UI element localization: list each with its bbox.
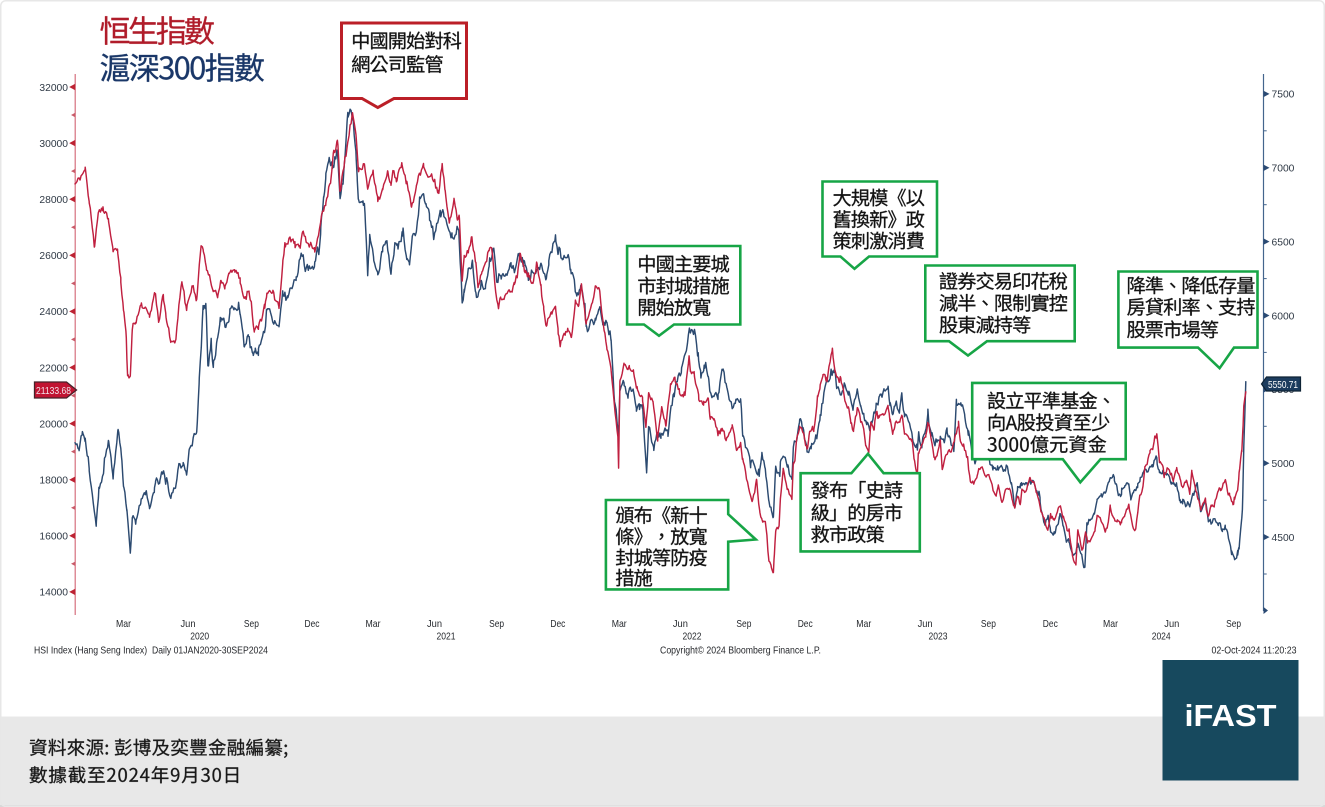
svg-text:Jun: Jun — [427, 619, 442, 630]
svg-text:2023: 2023 — [929, 632, 948, 643]
svg-text:4500: 4500 — [1272, 533, 1295, 544]
svg-text:Dec: Dec — [798, 619, 813, 630]
svg-text:14000: 14000 — [39, 588, 68, 599]
svg-text:Sep: Sep — [1226, 619, 1241, 630]
svg-text:Copyright© 2024 Bloomberg Fina: Copyright© 2024 Bloomberg Finance L.P. — [660, 646, 821, 657]
svg-text:16000: 16000 — [39, 532, 68, 543]
svg-text:24000: 24000 — [39, 307, 68, 318]
svg-text:6000: 6000 — [1272, 311, 1295, 322]
svg-text:22000: 22000 — [39, 363, 68, 374]
svg-text:5550.71: 5550.71 — [1268, 379, 1298, 391]
svg-text:Sep: Sep — [736, 619, 751, 630]
svg-text:21133.68: 21133.68 — [36, 385, 71, 397]
svg-text:2021: 2021 — [437, 632, 456, 643]
svg-text:Sep: Sep — [489, 619, 504, 630]
svg-text:7500: 7500 — [1272, 90, 1295, 101]
svg-text:20000: 20000 — [39, 419, 68, 430]
svg-text:26000: 26000 — [39, 251, 68, 262]
svg-text:Jun: Jun — [181, 619, 196, 630]
svg-text:Mar: Mar — [116, 619, 131, 630]
svg-text:02-Oct-2024 11:20:23: 02-Oct-2024 11:20:23 — [1212, 646, 1297, 657]
svg-text:Mar: Mar — [1103, 619, 1118, 630]
svg-text:HSI Index (Hang Seng Index) D: HSI Index (Hang Seng Index) Daily 01JAN2… — [34, 646, 268, 657]
svg-text:Sep: Sep — [244, 619, 259, 630]
svg-text:7000: 7000 — [1272, 164, 1295, 175]
svg-text:2024: 2024 — [1152, 632, 1171, 643]
svg-text:5000: 5000 — [1272, 459, 1295, 470]
svg-text:iFAST: iFAST — [1185, 698, 1277, 733]
svg-text:6500: 6500 — [1272, 237, 1295, 248]
svg-text:30000: 30000 — [39, 139, 68, 150]
svg-text:18000: 18000 — [39, 476, 68, 487]
svg-text:Dec: Dec — [305, 619, 320, 630]
svg-text:Mar: Mar — [366, 619, 381, 630]
svg-text:Sep: Sep — [981, 619, 996, 630]
svg-text:Jun: Jun — [673, 619, 688, 630]
svg-text:Mar: Mar — [856, 619, 871, 630]
svg-text:Mar: Mar — [612, 619, 627, 630]
svg-text:Dec: Dec — [550, 619, 565, 630]
svg-text:2020: 2020 — [190, 632, 209, 643]
svg-text:32000: 32000 — [39, 83, 68, 94]
svg-text:Dec: Dec — [1043, 619, 1058, 630]
svg-text:2022: 2022 — [683, 632, 702, 643]
svg-text:Jun: Jun — [918, 619, 933, 630]
svg-text:28000: 28000 — [39, 195, 68, 206]
svg-text:Jun: Jun — [1164, 619, 1179, 630]
